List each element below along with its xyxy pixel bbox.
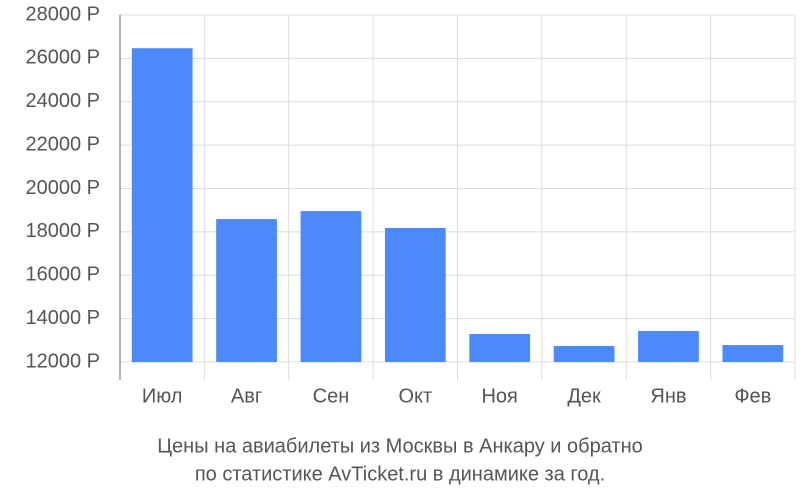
x-tick-label: Окт <box>398 385 432 407</box>
bar <box>216 219 277 362</box>
y-tick-label: 24000 Р <box>25 90 100 112</box>
y-tick-label: 18000 Р <box>25 220 100 242</box>
x-tick-label: Авг <box>231 385 262 407</box>
bar <box>638 330 699 362</box>
x-tick-label: Фев <box>734 385 771 407</box>
y-tick-label: 26000 Р <box>25 47 100 69</box>
x-tick-label: Ноя <box>481 385 517 407</box>
y-tick-label: 16000 Р <box>25 264 100 286</box>
y-tick-label: 22000 Р <box>25 133 100 155</box>
bar <box>722 345 784 362</box>
y-tick-label: 28000 Р <box>25 3 100 25</box>
x-tick-label: Дек <box>567 385 601 407</box>
bar <box>469 334 531 362</box>
bar <box>300 211 362 362</box>
x-tick-label: Июл <box>142 385 183 407</box>
bar <box>384 227 446 362</box>
chart-title: Цены на авиабилеты из Москвы в Анкару и … <box>157 435 643 457</box>
x-tick-label: Янв <box>650 385 686 407</box>
y-tick-label: 14000 Р <box>25 307 100 329</box>
y-tick-label: 20000 Р <box>25 177 100 199</box>
bar <box>131 48 193 362</box>
x-tick-label: Сен <box>313 385 350 407</box>
chart-subtitle: по статистике AvTicket.ru в динамике за … <box>195 463 605 485</box>
y-tick-label: 12000 Р <box>25 350 100 372</box>
bar <box>553 345 615 362</box>
